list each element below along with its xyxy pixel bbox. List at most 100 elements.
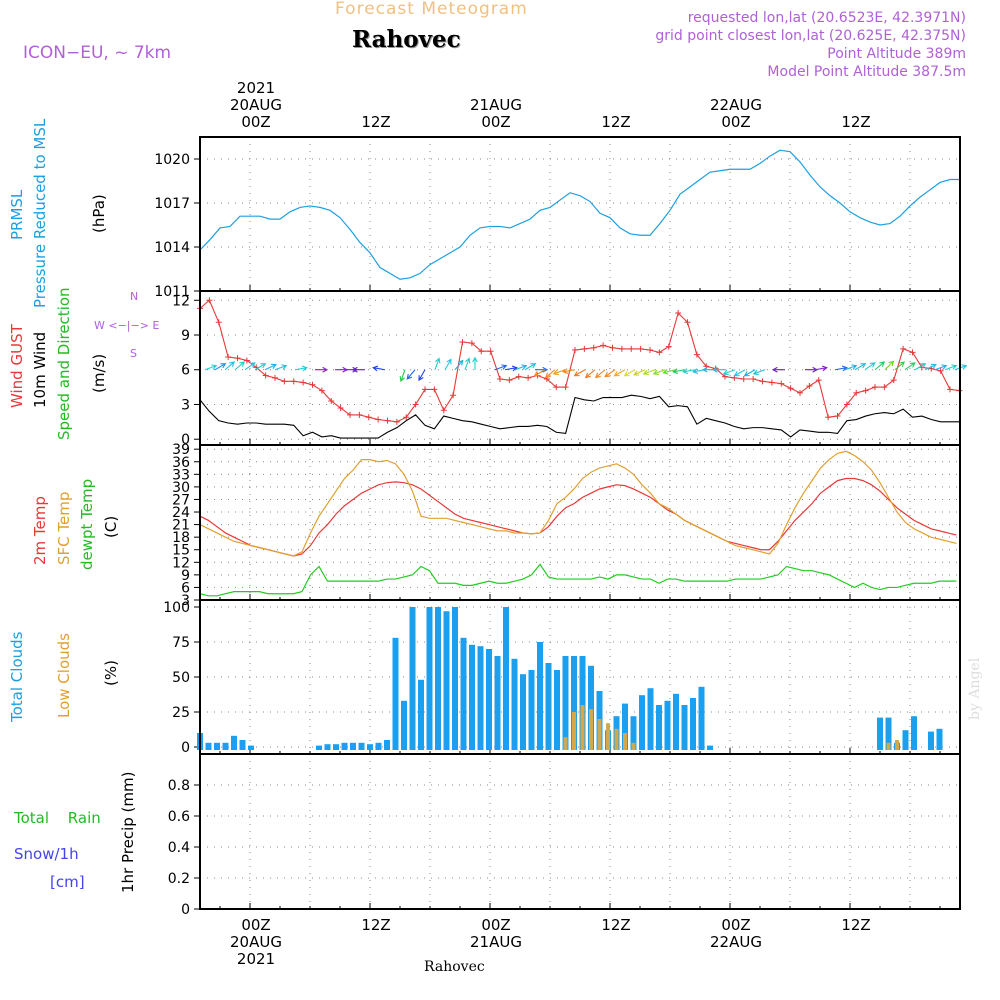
- wind-arrow: [914, 363, 927, 371]
- wind-arrow: [904, 362, 916, 371]
- wind-arrow: [573, 369, 586, 377]
- total-cloud-bar: [205, 742, 212, 750]
- total-cloud-bar: [622, 703, 628, 750]
- total-cloud-bar: [214, 742, 220, 750]
- total-cloud-bar: [384, 740, 390, 750]
- total-cloud-bar: [690, 698, 696, 750]
- gust-marker: [581, 345, 588, 352]
- temperature-ytick-label: 30: [172, 480, 190, 496]
- wind-arrow: [752, 369, 766, 376]
- clouds-ytick-label: 75: [172, 635, 190, 651]
- temperature-ytick-label: 9: [181, 568, 190, 584]
- gust-marker: [637, 345, 644, 352]
- gust-marker: [572, 347, 578, 354]
- precip-panel: 0 0.2 0.4 0.6 0.8: [168, 753, 961, 918]
- wind-ytick-label: 3: [181, 397, 190, 413]
- total-cloud-bar: [435, 607, 441, 750]
- total-cloud-bar: [341, 742, 348, 750]
- gust-marker: [778, 380, 785, 387]
- total-cloud-bar: [418, 679, 424, 750]
- temperature-ytick-label: 36: [172, 455, 190, 471]
- total-cloud-bar: [477, 646, 484, 750]
- gust-marker: [937, 367, 944, 374]
- temperature-ytick-label: 24: [172, 505, 190, 521]
- total-cloud-bar: [698, 686, 705, 750]
- wind-arrow: [924, 363, 937, 371]
- gust-marker: [328, 398, 335, 404]
- total-cloud-bar: [350, 742, 356, 750]
- snow-label: Snow/1h: [14, 845, 79, 863]
- gust-marker: [656, 349, 663, 356]
- wind-arrow: [662, 368, 676, 375]
- wind-arrow: [682, 368, 696, 374]
- precip-ytick-label: 0: [181, 902, 190, 918]
- snow-unit: [cm]: [50, 873, 85, 891]
- gust-marker: [628, 345, 635, 352]
- compass-n: N: [130, 290, 139, 303]
- total-cloud-bar: [222, 742, 229, 750]
- gust-marker: [843, 401, 850, 408]
- gust-marker: [459, 338, 466, 345]
- gust-marker: [365, 414, 372, 421]
- wind-arrow: [406, 369, 416, 380]
- low-cloud-bar: [631, 742, 636, 750]
- low-cloud-bar: [886, 742, 891, 750]
- low-cloud-bar: [614, 728, 619, 750]
- total-cloud-bar: [656, 705, 662, 750]
- total-rain-label: Total Rain: [14, 809, 101, 827]
- gust-marker: [750, 376, 757, 382]
- gust-marker: [468, 340, 475, 347]
- total-cloud-bar: [248, 745, 254, 750]
- gust-marker: [909, 349, 916, 356]
- total-cloud-bar: [528, 670, 535, 750]
- gust-marker: [806, 382, 813, 389]
- gust-marker: [422, 386, 428, 393]
- wind-arrow: [944, 364, 958, 371]
- wind-arrow: [514, 364, 528, 371]
- total-cloud-bar: [367, 744, 373, 750]
- temperature-frame: [199, 444, 961, 601]
- pressure-ytick-label: 1017: [154, 196, 190, 212]
- total-cloud-bar: [520, 674, 526, 750]
- total-cloud-bar: [588, 665, 594, 750]
- total-cloud-bar: [460, 637, 467, 750]
- wind-arrow: [294, 365, 308, 372]
- wind-arrow: [472, 356, 478, 370]
- wind-arrow: [562, 368, 576, 374]
- top-x-label: 00Z: [241, 113, 270, 131]
- 2m-temp-line: [199, 477, 957, 557]
- total-cloud-bar: [503, 607, 509, 750]
- gust-marker: [440, 407, 447, 414]
- wind-arrow: [604, 369, 616, 378]
- total-cloud-bar: [426, 607, 433, 750]
- gust-marker: [797, 389, 803, 396]
- gust-marker: [862, 387, 869, 394]
- top-x-label: 12Z: [841, 113, 870, 131]
- wind-arrow: [711, 366, 725, 373]
- gust-marker: [881, 384, 888, 391]
- wind-arrow: [584, 369, 596, 379]
- wind-arrow: [633, 369, 646, 376]
- total-cloud-bar: [358, 742, 365, 750]
- total-cloud-bar: [877, 717, 883, 750]
- temperature-ytick-label: 18: [172, 530, 190, 546]
- wind-arrow: [874, 361, 886, 371]
- gust-marker: [300, 379, 307, 386]
- total-cloud-bar: [911, 716, 917, 750]
- temperature-ytick-label: 3: [181, 593, 190, 609]
- temperature-ytick-label: 12: [172, 555, 190, 571]
- bottom-x-label: 00Z: [721, 916, 750, 934]
- gust-marker: [562, 384, 569, 391]
- gust-marker: [393, 418, 400, 425]
- clouds-ytick-label: 100: [163, 600, 190, 616]
- total-cloud-bar: [375, 742, 382, 750]
- low-cloud-bar: [597, 719, 602, 750]
- gust-marker: [684, 319, 691, 326]
- wind-arrow: [504, 365, 518, 372]
- gust-marker: [525, 374, 532, 381]
- gust-marker: [356, 411, 363, 418]
- total-cloud-bar: [902, 730, 909, 750]
- precip-ytick-label: 0.6: [168, 809, 190, 825]
